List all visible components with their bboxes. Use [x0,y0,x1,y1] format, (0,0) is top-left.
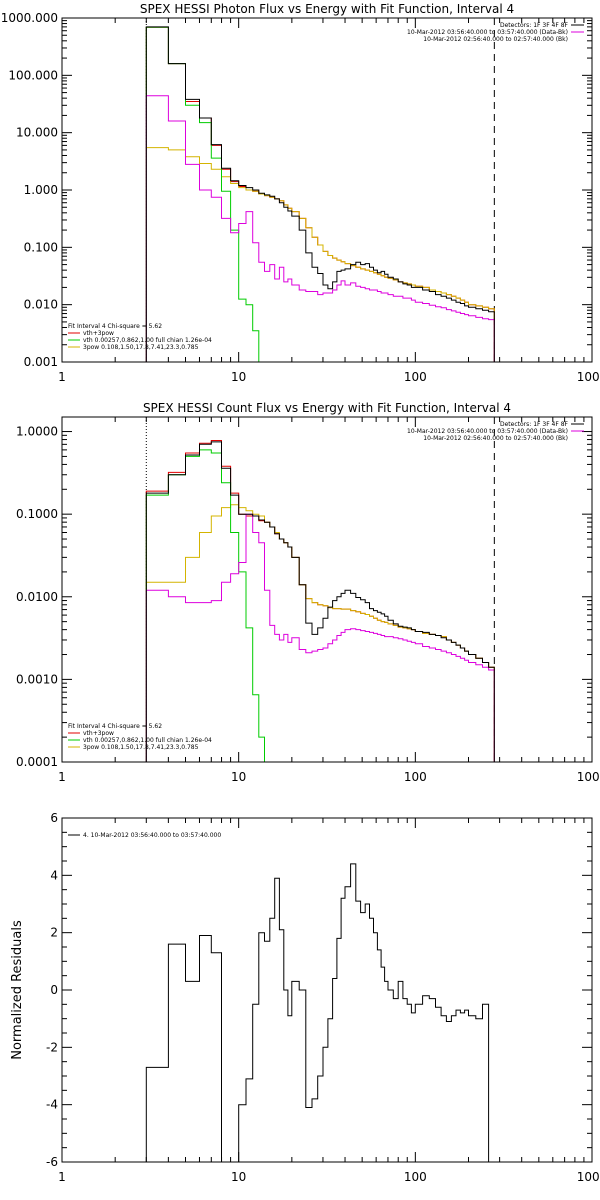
y-tick-label: -2 [46,1040,58,1054]
legend-bottom-left: Fit Interval 4 Chi-square = 5.62vth+3pow… [68,323,212,351]
y-axis-label: Normalized Residuals [10,920,25,1060]
legend-entry: Detectors: 1F 3F 4F 8F [500,22,569,29]
series-data [145,26,495,362]
legend-entry: vth 0.00257,0.862,1.00 full chian 1.26e-… [83,337,212,344]
x-tick-label: 1000 [577,770,600,784]
y-tick-label: -4 [46,1098,58,1112]
legend-entry: 3pow 0.108,1.50,17.8,7.41,23.3,0.785 [83,344,199,351]
chart-title: SPEX HESSI Photon Flux vs Energy with Fi… [140,2,514,16]
plot-area [145,440,495,762]
x-tick-label: 100 [404,370,427,384]
legend-entry: 10-Mar-2012 03:56:40.000 to 03:57:40.000… [407,428,568,435]
y-tick-label: 1.000 [24,183,58,197]
legend-entry: 10-Mar-2012 02:56:40.000 to 02:57:40.000… [423,435,568,442]
series-data [145,441,495,762]
chart-panel-2: SPEX HESSI Count Flux vs Energy with Fit… [16,401,600,784]
legend-entry: 10-Mar-2012 03:56:40.000 to 03:57:40.000… [407,29,568,36]
x-tick-label: 1 [58,370,66,384]
y-tick-label: 100.000 [8,68,58,82]
y-tick-label: 10.000 [16,126,58,140]
plot-area [145,863,490,1162]
x-tick-label: 10 [231,370,246,384]
series-vth [145,449,265,762]
y-tick-label: 4 [50,868,58,882]
series-vth [145,26,260,362]
x-tick-label: 1 [58,770,66,784]
y-tick-label: 6 [50,811,58,825]
y-tick-label: 0.001 [24,355,58,369]
y-tick-label: -6 [46,1155,58,1169]
x-tick-label: 1000 [577,370,600,384]
legend-entry: Fit Interval 4 Chi-square = 5.62 [68,723,162,730]
y-tick-label: 0 [50,983,58,997]
series-vth_spow [145,26,495,362]
chart-panel-3: 1 10 100 1000 6 4 2 0 -2 -4 -6 Normalized Residuals… [10,811,600,1184]
plot-frame [61,817,593,1163]
chart-panel-1: SPEX HESSI Photon Flux vs Energy with Fi… [1,2,600,384]
y-tick-label: 0.1000 [16,507,58,521]
legend-entry: 4. 10-Mar-2012 03:56:40.000 to 03:57:40.… [83,832,221,839]
chart-title: SPEX HESSI Count Flux vs Energy with Fit… [143,401,511,415]
x-tick-label: 1000 [577,1170,600,1184]
y-tick-label: 2 [50,926,58,940]
legend-entry: vth 0.00257,0.862,1.00 full chian 1.26e-… [83,737,212,744]
y-tick-label: 1.0000 [16,425,58,439]
legend-entry: 10-Mar-2012 02:56:40.000 to 02:57:40.000… [423,36,568,43]
legend-entry: vth+3pow [83,730,114,737]
series-background [145,95,495,362]
legend-top-left: 4. 10-Mar-2012 03:56:40.000 to 03:57:40.… [68,832,221,839]
x-tick-label: 10 [231,1170,246,1184]
x-tick-label: 1 [58,1170,66,1184]
legend-entry: Fit Interval 4 Chi-square = 5.62 [68,323,162,330]
y-tick-label: 0.100 [24,240,58,254]
series-spow [145,147,495,362]
series-vth_spow [145,440,495,762]
plot-frame [61,17,593,363]
legend-entry: Detectors: 1F 3F 4F 8F [500,421,569,428]
legend-bottom-left: Fit Interval 4 Chi-square = 5.62vth+3pow… [68,723,212,751]
series-residuals [145,863,490,1162]
x-tick-label: 10 [231,770,246,784]
plot-area [145,26,495,362]
x-tick-label: 100 [404,770,427,784]
y-tick-label: 0.010 [24,298,58,312]
y-tick-label: 0.0100 [16,590,58,604]
y-tick-label: 0.0010 [16,672,58,686]
legend-entry: 3pow 0.108,1.50,17.8,7.41,23.3,0.785 [83,744,199,751]
plot-frame [61,416,593,763]
series-background [145,513,495,762]
x-tick-label: 100 [404,1170,427,1184]
y-tick-label: 0.0001 [16,755,58,769]
legend-entry: vth+3pow [83,330,114,337]
y-tick-label: 1000.000 [1,11,58,25]
